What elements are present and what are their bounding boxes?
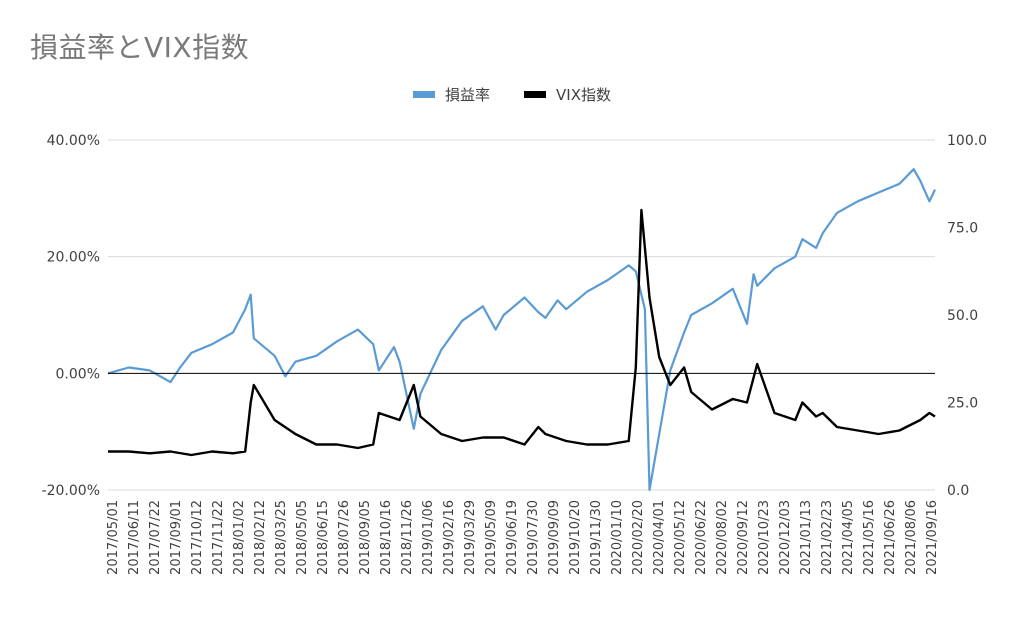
legend-swatch-return	[413, 91, 435, 98]
x-tick-label-10: 2018/06/15	[316, 500, 331, 575]
x-tick-label-28: 2020/06/22	[694, 500, 709, 575]
x-tick-label-7: 2018/02/12	[253, 500, 268, 575]
x-tick-label-34: 2021/02/23	[820, 500, 835, 575]
x-tick-label-2: 2017/07/22	[148, 500, 163, 575]
y-left-tick-label-3: 40.00%	[47, 133, 100, 149]
x-tick-label-0: 2017/05/01	[106, 500, 121, 575]
x-tick-label-31: 2020/10/23	[757, 500, 772, 575]
x-tick-label-37: 2021/06/26	[883, 500, 898, 575]
y-right-tick-label-0: 0.0	[947, 483, 969, 499]
x-tick-label-21: 2019/09/09	[547, 500, 562, 575]
x-tick-label-38: 2021/08/06	[904, 500, 919, 575]
y-left-tick-label-0: -20.00%	[42, 483, 100, 499]
y-right-tick-label-2: 50.0	[947, 308, 978, 324]
legend-swatch-vix	[524, 91, 547, 98]
y-right-tick-label-1: 25.0	[947, 396, 978, 412]
x-tick-label-12: 2018/09/05	[358, 500, 373, 575]
x-tick-label-39: 2021/09/16	[925, 500, 940, 575]
x-tick-label-17: 2019/03/29	[463, 500, 478, 575]
x-tick-label-32: 2020/12/03	[778, 500, 793, 575]
x-tick-label-3: 2017/09/01	[169, 500, 184, 575]
x-tick-label-15: 2019/01/06	[421, 500, 436, 575]
x-tick-label-33: 2021/01/13	[799, 500, 814, 575]
y-right-tick-label-4: 100.0	[947, 133, 987, 149]
x-tick-label-9: 2018/05/05	[295, 500, 310, 575]
x-tick-label-25: 2020/02/20	[631, 500, 646, 575]
legend-label-vix: VIX指数	[556, 86, 611, 104]
y-left-tick-label-2: 20.00%	[47, 250, 100, 266]
x-tick-label-4: 2017/10/12	[190, 500, 205, 575]
x-tick-label-5: 2017/11/22	[211, 500, 226, 575]
x-tick-label-30: 2020/09/12	[736, 500, 751, 575]
x-tick-label-36: 2021/05/16	[862, 500, 877, 575]
x-tick-label-8: 2018/03/25	[274, 500, 289, 575]
x-tick-label-22: 2019/10/20	[568, 500, 583, 575]
x-tick-label-23: 2019/11/30	[589, 500, 604, 575]
legend-label-return: 損益率	[445, 86, 491, 104]
x-tick-label-35: 2021/04/05	[841, 500, 856, 575]
x-tick-label-11: 2018/07/26	[337, 500, 352, 575]
x-tick-label-20: 2019/07/30	[526, 500, 541, 575]
x-tick-label-1: 2017/06/11	[127, 500, 142, 575]
x-tick-label-6: 2018/01/02	[232, 500, 247, 575]
legend-item-return: 損益率	[413, 84, 490, 105]
x-tick-label-14: 2018/11/26	[400, 500, 415, 575]
x-tick-label-26: 2020/04/01	[652, 500, 667, 575]
y-left-tick-label-1: 0.00%	[56, 366, 100, 382]
y-right-tick-label-3: 75.0	[947, 221, 978, 237]
series-line-vix	[108, 208, 936, 457]
x-tick-label-16: 2019/02/16	[442, 500, 457, 575]
x-tick-label-24: 2020/01/10	[610, 500, 625, 575]
legend-item-vix: VIX指数	[524, 84, 611, 105]
x-tick-label-19: 2019/06/19	[505, 500, 520, 575]
x-tick-label-29: 2020/08/02	[715, 500, 730, 575]
series-line-return	[107, 168, 936, 492]
x-tick-label-18: 2019/05/09	[484, 500, 499, 575]
x-tick-label-13: 2018/10/16	[379, 500, 394, 575]
x-tick-label-27: 2020/05/12	[673, 500, 688, 575]
chart-title: 損益率とVIX指数	[30, 31, 250, 64]
legend: 損益率 VIX指数	[0, 84, 1024, 105]
